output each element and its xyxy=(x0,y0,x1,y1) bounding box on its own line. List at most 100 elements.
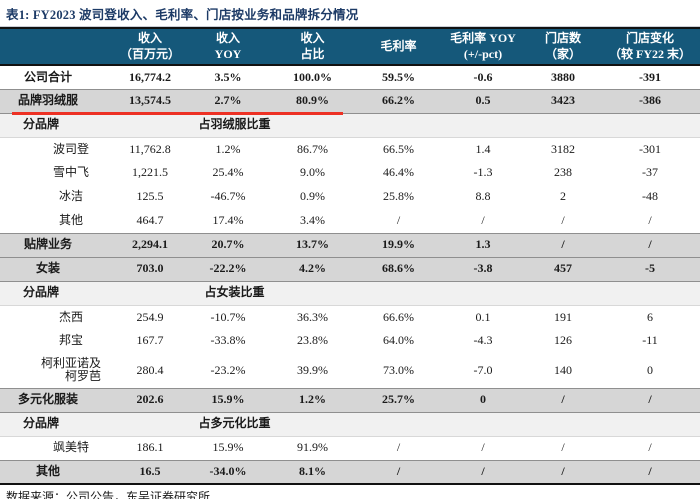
row-label: 分品牌 xyxy=(0,113,112,138)
table-cell: -3.8 xyxy=(440,256,526,282)
table-cell: 86.7% xyxy=(297,141,328,156)
row-label: 品牌羽绒服 xyxy=(0,88,112,116)
table-cell: 3423 xyxy=(526,88,600,114)
table-cell: / xyxy=(357,459,440,485)
table-cell: 100.0% xyxy=(293,69,332,84)
table-cell: 8.1% xyxy=(268,459,357,485)
table-cell: -301 xyxy=(639,141,661,156)
table-cell: 167.7 xyxy=(136,333,164,348)
table-cell: 64.0% xyxy=(383,333,414,348)
table-cell: 125.5 xyxy=(136,189,164,204)
header-line: （百万元） xyxy=(119,46,180,61)
table-cell: 9.0% xyxy=(300,165,325,180)
table-cell: 1.2% xyxy=(215,141,241,156)
table-row: 女装 703.0 -22.2% 4.2% 68.6% -3.8 457 -5 xyxy=(0,256,700,282)
row-label: 柯利亚诺及 柯罗芭 xyxy=(0,353,112,388)
table-cell: 25.7% xyxy=(357,387,440,413)
header-line: 毛利率 xyxy=(380,38,417,53)
table-cell: 3182 xyxy=(551,141,575,156)
table-cell: 13,574.5 xyxy=(112,88,188,116)
table-cell: / xyxy=(600,387,700,413)
row-label: 邦宝 xyxy=(58,333,83,348)
table-cell: -33.8% xyxy=(210,333,246,348)
table-cell: 2,294.1 xyxy=(112,232,188,258)
table-cell: 238 xyxy=(554,165,572,180)
table-cell: 46.4% xyxy=(383,165,414,180)
table-row: 分品牌 占多元化比重 xyxy=(0,412,700,437)
row-label: 贴牌业务 xyxy=(0,232,112,258)
table-cell: / xyxy=(600,459,700,485)
table-row: 其他 464.7 17.4% 3.4% / / / / xyxy=(0,209,700,233)
row-label: 多元化服装 xyxy=(0,387,112,413)
row-label: 女装 xyxy=(0,256,112,282)
header-line: 收入 xyxy=(215,31,240,45)
column-header-gross-margin: 毛利率 xyxy=(357,28,440,67)
table-cell: -48 xyxy=(642,189,658,204)
table-cell: 17.4% xyxy=(212,213,244,228)
table-cell xyxy=(526,412,600,437)
header-line: 占比 xyxy=(300,46,325,61)
table-cell: 4.2% xyxy=(268,256,357,282)
row-label: 其他 xyxy=(0,459,112,485)
table-cell: / xyxy=(526,459,600,485)
table-cell: 68.6% xyxy=(357,256,440,282)
table-cell: -386 xyxy=(600,88,700,114)
table-cell: 1.3 xyxy=(440,232,526,258)
row-label: 分品牌 xyxy=(0,412,112,437)
table-cell xyxy=(440,412,526,437)
table-cell: 16.5 xyxy=(112,459,188,485)
table-cell: 8.8 xyxy=(475,189,491,204)
table-cell: -23.2% xyxy=(210,362,246,377)
table-cell: 73.0% xyxy=(383,362,414,377)
table-cell: 16,774.2 xyxy=(129,69,171,84)
table-cell: 1.2% xyxy=(268,387,357,413)
table-cell xyxy=(600,412,700,437)
table-cell: 2 xyxy=(560,189,566,204)
table-cell: / xyxy=(396,213,401,228)
table-cell: 0.1 xyxy=(475,309,491,324)
row-label: 分品牌 xyxy=(0,281,112,306)
table-cell: 2.7% xyxy=(188,88,268,116)
table-cell: 1,221.5 xyxy=(132,165,168,180)
table-cell: / xyxy=(396,440,401,455)
table-cell xyxy=(526,281,600,306)
table-cell: -22.2% xyxy=(188,256,268,282)
row-label: 其他 xyxy=(58,213,83,228)
table-cell: 59.5% xyxy=(382,69,415,84)
table-cell xyxy=(600,113,700,138)
table-row: 公司合计 16,774.2 3.5% 100.0% 59.5% -0.6 3880 -391 xyxy=(0,65,700,89)
table-cell: 280.4 xyxy=(136,362,164,377)
table-cell: -7.0 xyxy=(473,362,493,377)
table-cell: / xyxy=(600,232,700,258)
table-cell: / xyxy=(481,213,485,228)
table-cell: 3.5% xyxy=(214,69,242,84)
header-line: 毛利率 YOY xyxy=(450,31,516,45)
table-cell: -1.3 xyxy=(473,165,493,180)
header-line: （较 FY22 末） xyxy=(609,46,691,61)
table-cell: 占女装比重 xyxy=(112,281,357,306)
header-line: 门店数 xyxy=(544,31,581,45)
table-cell: 464.7 xyxy=(136,213,164,228)
table-cell: 6 xyxy=(647,309,653,324)
table-cell: 36.3% xyxy=(297,309,328,324)
table-cell: / xyxy=(561,440,565,455)
row-label: 杰西 xyxy=(58,309,83,324)
table-cell: -11 xyxy=(642,333,658,348)
table-cell: 80.9% xyxy=(268,88,357,116)
table-cell: 25.8% xyxy=(383,189,414,204)
table-cell: 占羽绒服比重 xyxy=(112,113,357,138)
table-cell: 202.6 xyxy=(112,387,188,413)
table-cell: 23.8% xyxy=(297,333,328,348)
table-cell: 254.9 xyxy=(136,309,164,324)
table-cell: 15.9% xyxy=(188,387,268,413)
table-cell: 0.9% xyxy=(300,189,325,204)
table-cell: / xyxy=(526,232,600,258)
header-line: (+/-pct) xyxy=(463,46,503,61)
table-row: 其他 16.5 -34.0% 8.1% / / / / xyxy=(0,459,700,485)
table-cell xyxy=(440,113,526,138)
table-cell xyxy=(526,113,600,138)
table-cell: 15.9% xyxy=(212,440,244,455)
column-header-category xyxy=(0,28,112,67)
table-cell: 703.0 xyxy=(112,256,188,282)
table-cell: 66.2% xyxy=(357,88,440,114)
